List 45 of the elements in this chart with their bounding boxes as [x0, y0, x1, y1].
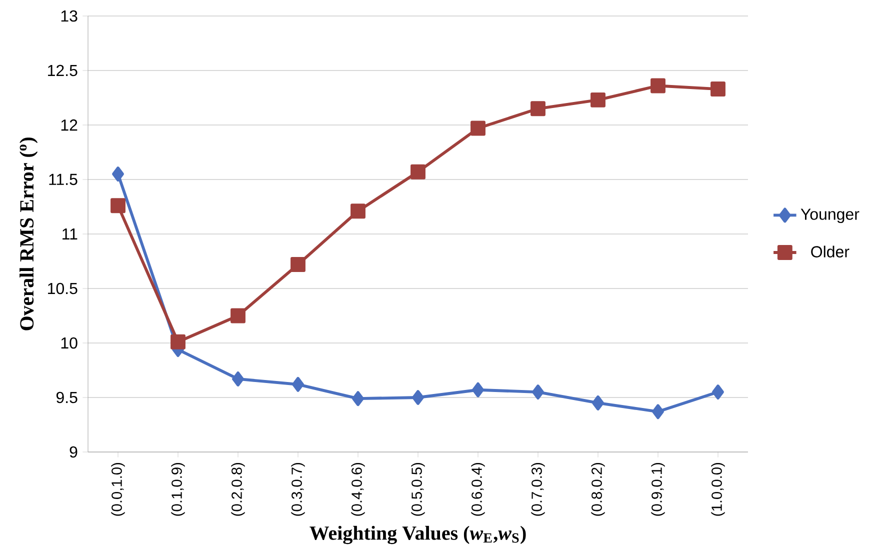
x-tick-label: (0.4,0.6) — [351, 462, 365, 516]
point — [712, 384, 724, 400]
x-tick-label: (0.3,0.7) — [291, 462, 305, 516]
point — [350, 204, 366, 219]
x-tick-label: (0.2,0.8) — [231, 462, 245, 516]
x-tick-label: (0.1,0.9) — [171, 462, 185, 516]
point — [530, 101, 546, 116]
x-tick-label: (1.0,0.0) — [711, 462, 725, 516]
legend-label: Younger — [800, 208, 860, 224]
point — [470, 120, 486, 136]
x-tick-label: (0.8,0.2) — [591, 462, 605, 516]
point — [710, 82, 726, 96]
y-tick-label: 12 — [61, 119, 78, 131]
point — [652, 404, 664, 420]
point — [290, 257, 306, 272]
x-tick-label: (0.7,0.3) — [531, 462, 545, 516]
legend-label: Older — [811, 246, 850, 258]
y-tick-label: 9.5 — [56, 392, 78, 404]
y-tick-label: 13 — [61, 10, 78, 22]
x-tick-label: (0.0,1.0) — [111, 462, 125, 516]
x-axis-title: Weighting Values (w$_{E}$,w$_{S}$) — [310, 526, 526, 544]
y-axis-title: Overall RMS Error ($^{o}$) — [20, 138, 38, 330]
x-tick-label: (0.6,0.4) — [471, 462, 485, 516]
point — [170, 334, 186, 350]
y-tick-label: 12.5 — [48, 64, 78, 76]
y-tick-label: 10 — [61, 337, 78, 349]
point — [410, 164, 426, 180]
point — [412, 390, 424, 405]
point — [592, 395, 604, 410]
point — [352, 391, 364, 406]
point — [292, 376, 304, 392]
y-tick-label: 9 — [70, 446, 78, 458]
point — [232, 371, 244, 386]
y-tick-label: 11 — [62, 228, 78, 240]
point — [112, 166, 124, 182]
x-tick-label: (0.9,0.1) — [651, 462, 665, 516]
point — [532, 384, 544, 400]
point — [590, 92, 606, 108]
point — [230, 308, 246, 324]
x-tick-label: (0.5,0.5) — [411, 462, 425, 516]
point — [650, 78, 666, 94]
point — [472, 382, 484, 398]
y-tick-label: 11.5 — [49, 174, 78, 186]
y-tick-label: 10.5 — [48, 282, 78, 294]
point — [110, 198, 126, 214]
